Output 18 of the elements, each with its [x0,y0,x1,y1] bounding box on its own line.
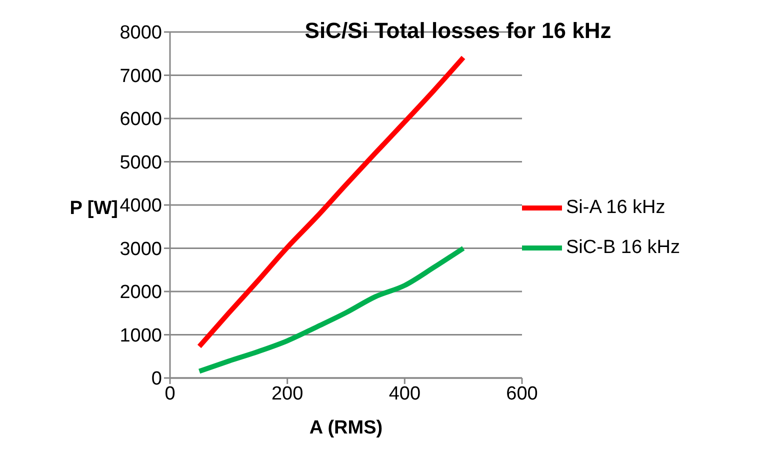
x-tick-label: 400 [388,383,421,404]
y-tick-label: 4000 [120,196,162,217]
y-tick-label: 1000 [120,325,162,346]
x-tick-label: 600 [506,383,538,404]
legend-label: SiC-B 16 kHz [566,237,680,258]
chart-title: SiC/Si Total losses for 16 kHz [304,18,612,44]
y-tick-label: 2000 [120,282,162,304]
y-tick-label: 0 [151,368,162,390]
y-tick-label: 7000 [120,66,162,87]
x-tick-label: 200 [271,383,304,404]
y-tick-label: 5000 [120,152,162,174]
y-tick-label: 3000 [120,238,162,260]
y-tick-label: 8000 [120,22,162,44]
x-tick-label: 0 [164,383,176,404]
legend-label: Si-A 16 kHz [566,197,666,218]
x-axis-title: A (RMS) [309,417,383,438]
y-tick-label: 6000 [120,109,162,130]
y-axis-title: P [W] [68,198,118,220]
